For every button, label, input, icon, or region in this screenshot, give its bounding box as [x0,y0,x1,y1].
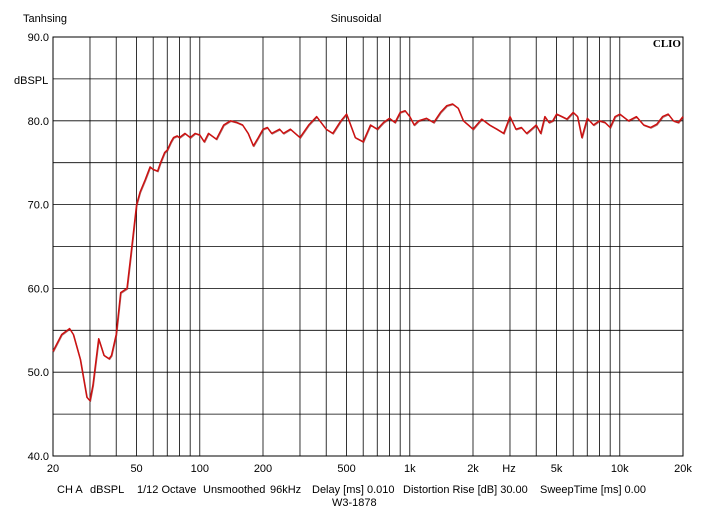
y-tick-label: 50.0 [28,367,49,379]
x-tick-label: 2k [467,463,479,475]
x-tick-label: 5k [551,463,563,475]
x-tick-label: 200 [254,463,272,475]
chart-title: Sinusoidal [331,13,382,25]
footer-octave: 1/12 Octave [137,484,196,496]
y-tick-label: 90.0 [28,32,49,44]
footer-distortion: Distortion Rise [dB] 30.00 [403,484,528,496]
footer-id: W3-1878 [332,497,377,509]
footer-units: dBSPL [90,484,124,496]
y-tick-label: 60.0 [28,283,49,295]
footer-channel: CH A [57,484,83,496]
response-curve [52,103,684,402]
plot-frame [52,36,684,457]
footer-rate: 96kHz [270,484,301,496]
x-tick-label: 1k [404,463,416,475]
x-tick-label: 100 [191,463,209,475]
y-tick-label: 80.0 [28,116,49,128]
y-tick-label: 70.0 [28,200,49,212]
footer-sweep: SweepTime [ms] 0.00 [540,484,646,496]
grid [53,37,683,456]
brand-logo: CLIO [653,38,682,50]
x-tick-label: 20 [47,463,59,475]
tick-labels: 20 50 100 200 500 1k 2k 5k 10k 20k 40.0 50.0 60.0 70.… [28,32,693,475]
x-tick-label: 10k [611,463,629,475]
footer-smoothing: Unsmoothed [203,484,265,496]
x-tick-label: 500 [337,463,355,475]
x-tick-label: 50 [130,463,142,475]
y-axis-label: dBSPL [14,75,48,87]
footer-delay: Delay [ms] 0.010 [312,484,395,496]
x-axis-label: Hz [502,463,515,475]
y-tick-label: 40.0 [28,451,49,463]
x-tick-label: 20k [674,463,692,475]
header-left-label: Tanhsing [23,13,67,25]
